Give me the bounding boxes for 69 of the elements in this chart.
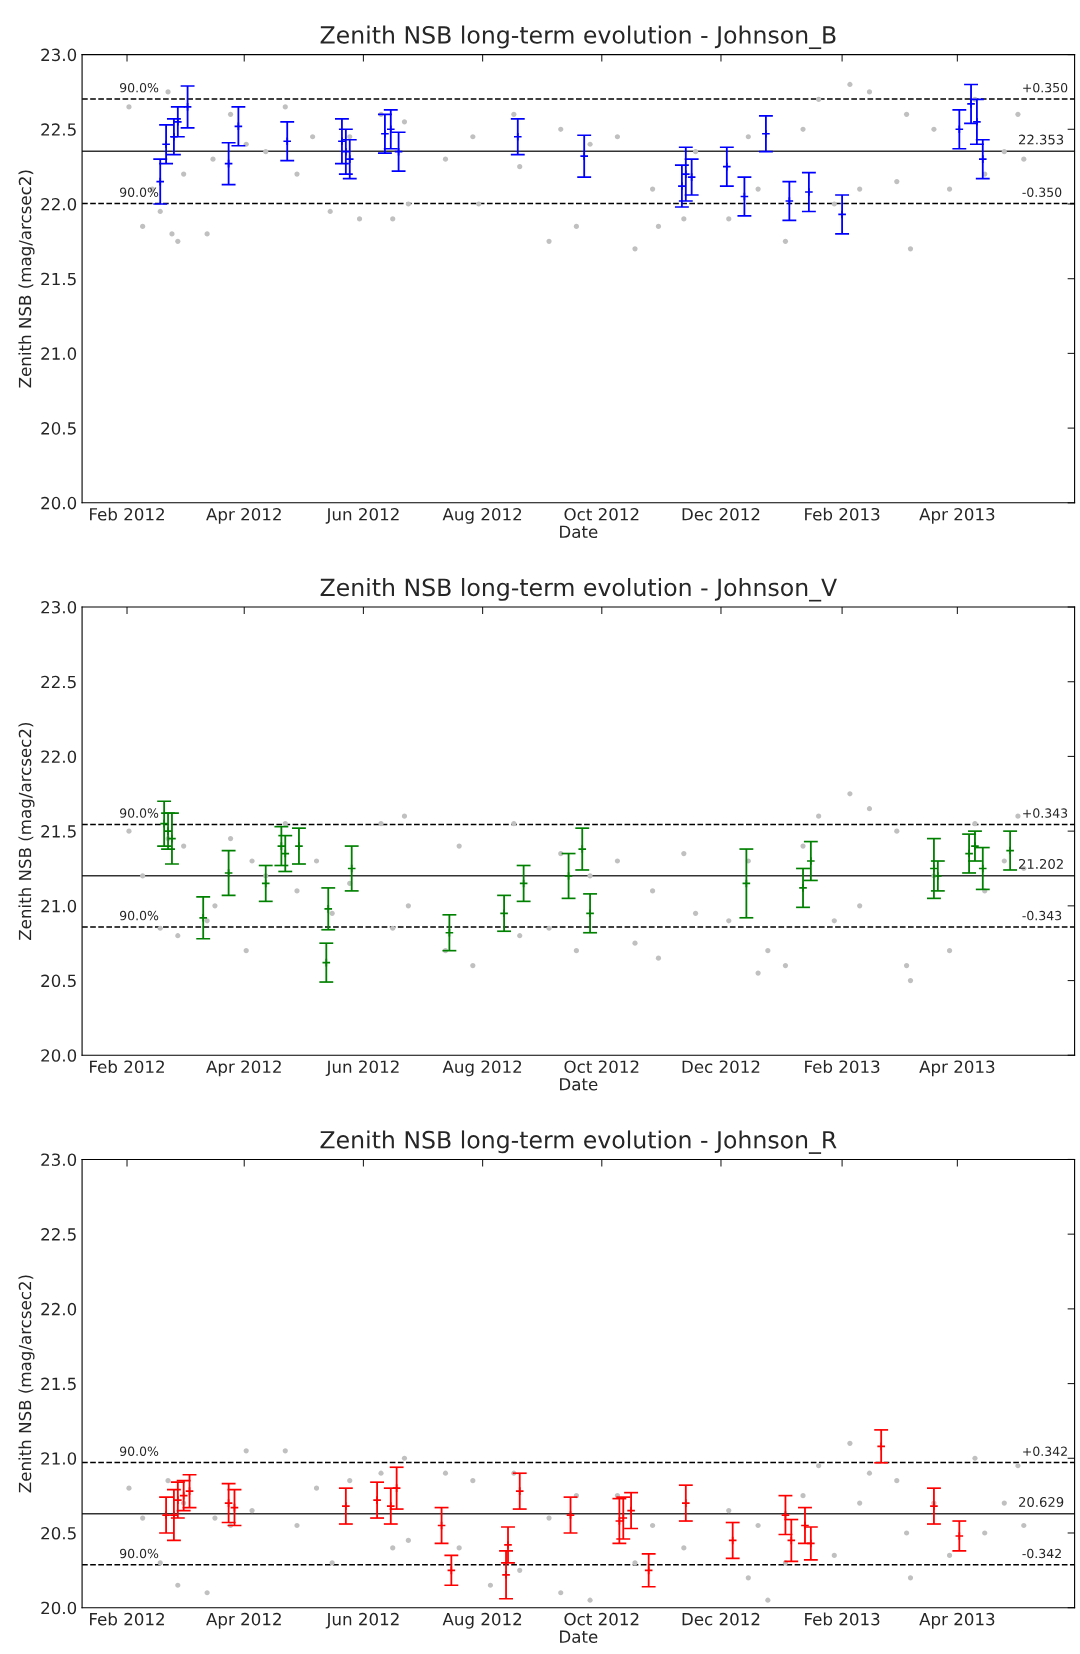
- x-axis-title: Date: [560, 1630, 598, 1643]
- y-tick-label: 21.0: [41, 347, 77, 360]
- x-tick-label: Feb 2013: [805, 507, 880, 521]
- x-tick-label: Aug 2012: [442, 1060, 522, 1077]
- annotation: +0.342: [1023, 1446, 1067, 1457]
- x-tick-label: Feb 2013: [805, 1060, 880, 1074]
- x-tick-label: Dec 2012: [682, 1060, 760, 1074]
- x-tick-label: Jun 2012: [325, 507, 399, 524]
- annotation: 90.0%: [119, 187, 159, 197]
- y-tick-label: 21.5: [41, 272, 76, 286]
- x-tick-label: Apr 2012: [206, 1060, 281, 1077]
- y-tick-label: 20.5: [41, 974, 76, 988]
- y-tick-label: 20.5: [41, 1526, 76, 1540]
- y-tick-label: 22.0: [41, 750, 77, 763]
- y-tick-label: 22.5: [41, 1228, 76, 1241]
- x-tick-label: Feb 2013: [805, 1612, 880, 1626]
- annotation: +0.343: [1023, 808, 1068, 818]
- annotation: -0.343: [1022, 910, 1062, 921]
- annotation: 90.0%: [119, 82, 159, 93]
- ref-line-label: 21.202: [1018, 858, 1063, 869]
- x-tick-label: Feb 2012: [90, 507, 164, 521]
- x-tick-label: Jun 2012: [325, 1060, 399, 1077]
- x-tick-label: Apr 2012: [206, 507, 281, 524]
- x-tick-label: Feb 2012: [90, 1612, 164, 1626]
- y-tick-label: 22.0: [41, 1302, 77, 1316]
- annotation: +0.350: [1023, 82, 1068, 93]
- x-axis-title: Date: [560, 525, 598, 539]
- legend-label: 22.353: [1018, 134, 1064, 145]
- annotation: 90.0%: [119, 1548, 159, 1559]
- x-tick-label: Jun 2012: [325, 1612, 399, 1629]
- y-tick-label: 22.5: [41, 675, 76, 689]
- annotation: -0.342: [1022, 1548, 1061, 1559]
- x-tick-label: Dec 2012: [682, 507, 760, 521]
- y-tick-label: 20.0: [41, 1601, 77, 1615]
- y-tick-label: 21.5: [41, 1377, 76, 1391]
- x-tick-label: Dec 2012: [682, 1612, 760, 1626]
- x-tick-label: Oct 2012: [564, 1060, 639, 1074]
- x-tick-label: Apr 2013: [919, 507, 995, 524]
- x-tick-label: Oct 2012: [564, 1612, 639, 1626]
- annotation: -0.350: [1022, 187, 1062, 197]
- ref-line-label: 20.629: [1018, 1497, 1064, 1507]
- y-tick-label: 23.0: [41, 48, 77, 62]
- y-tick-label: 20.5: [41, 422, 76, 435]
- y-tick-label: 20.0: [41, 1049, 77, 1062]
- annotation: 90.0%: [119, 1446, 159, 1457]
- y-axis-title: Zenith NSB (mag/arcsec2): [18, 1275, 35, 1493]
- chart-title: Zenith NSB long-term evolution - Johnson_V: [320, 577, 837, 602]
- y-tick-label: 23.0: [41, 600, 77, 614]
- y-tick-label: 22.5: [41, 123, 76, 136]
- x-tick-label: Feb 2012: [90, 1060, 164, 1074]
- x-tick-label: Aug 2012: [442, 507, 522, 524]
- chart-title: Zenith NSB long-term evolution - Johnson_R: [320, 1130, 837, 1154]
- y-tick-label: 22.0: [41, 197, 77, 211]
- x-axis-title: Date: [560, 1078, 598, 1091]
- x-tick-label: Apr 2012: [206, 1612, 281, 1629]
- x-tick-label: Aug 2012: [442, 1612, 522, 1629]
- y-tick-label: 21.5: [41, 825, 76, 838]
- chart-title: Zenith NSB long-term evolution - Johnson_B: [320, 25, 836, 50]
- y-tick-label: 21.0: [41, 899, 77, 913]
- y-tick-label: 20.0: [41, 496, 77, 510]
- y-axis-title: Zenith NSB (mag/arcsec2): [18, 722, 35, 941]
- y-tick-label: 21.0: [41, 1452, 77, 1465]
- y-axis-title: Zenith NSB (mag/arcsec2): [18, 170, 35, 388]
- annotation: 90.0%: [119, 808, 159, 818]
- x-tick-label: Apr 2013: [919, 1612, 995, 1629]
- annotation: 90.0%: [119, 910, 159, 921]
- y-tick-label: 23.0: [41, 1153, 77, 1167]
- x-tick-label: Oct 2012: [564, 507, 639, 521]
- x-tick-label: Apr 2013: [919, 1060, 995, 1077]
